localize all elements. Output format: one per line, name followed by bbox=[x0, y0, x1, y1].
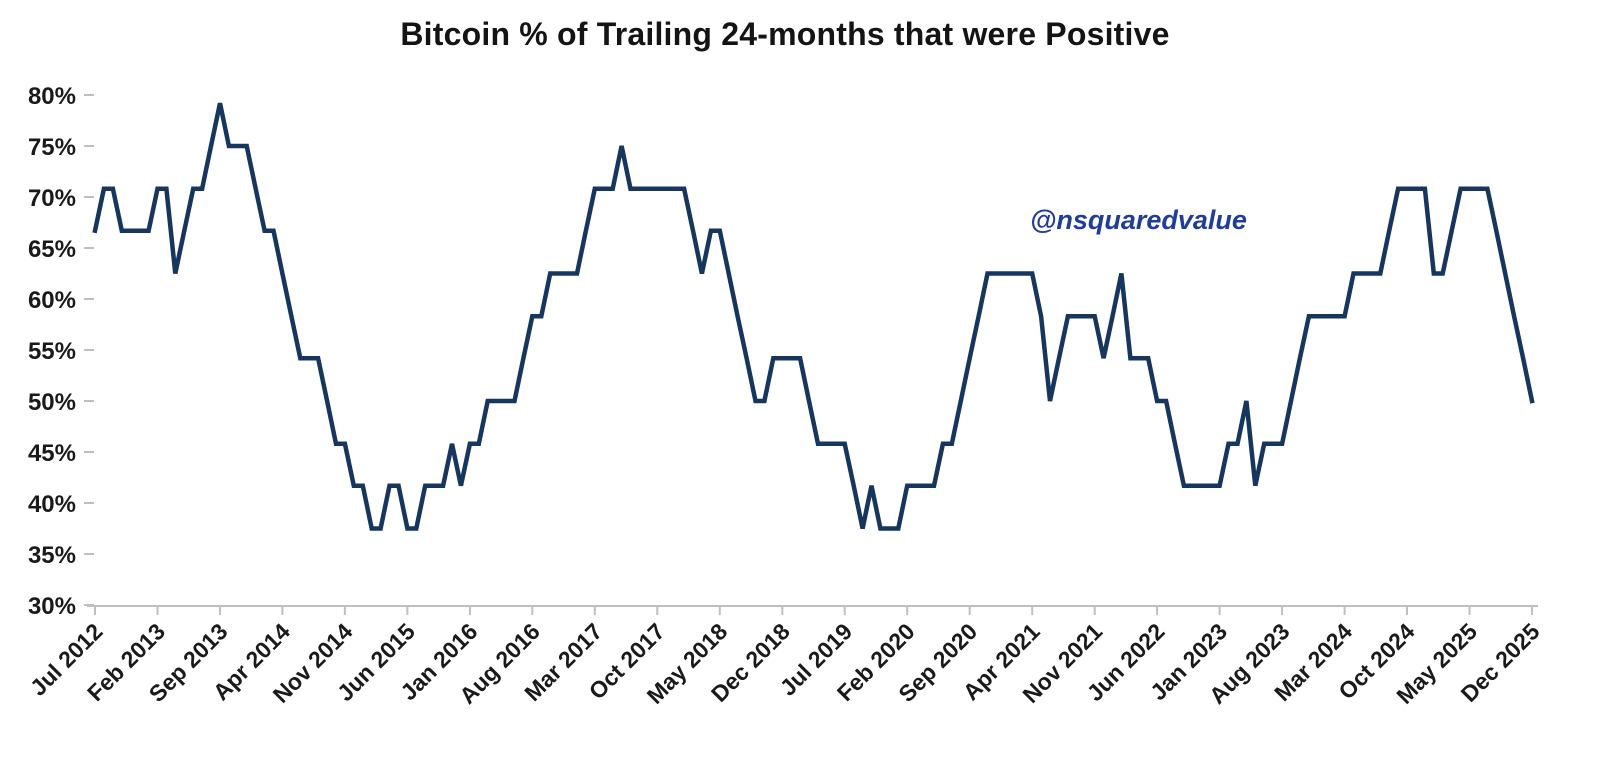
y-axis-label: 75% bbox=[28, 134, 76, 161]
chart-title: Bitcoin % of Trailing 24-months that wer… bbox=[400, 16, 1170, 52]
y-axis-label: 80% bbox=[28, 83, 76, 110]
y-axis-label: 65% bbox=[28, 236, 76, 263]
y-axis-label: 35% bbox=[28, 542, 76, 569]
y-axis-label: 55% bbox=[28, 338, 76, 365]
watermark: @nsquaredvalue bbox=[1030, 205, 1247, 235]
y-axis-label: 60% bbox=[28, 287, 76, 314]
y-axis-label: 45% bbox=[28, 440, 76, 467]
y-axis-label: 70% bbox=[28, 185, 76, 212]
y-axis-label: 40% bbox=[28, 491, 76, 518]
y-axis-label: 30% bbox=[28, 593, 76, 620]
y-axis-label: 50% bbox=[28, 389, 76, 416]
bitcoin-series-line bbox=[92, 102, 1535, 531]
